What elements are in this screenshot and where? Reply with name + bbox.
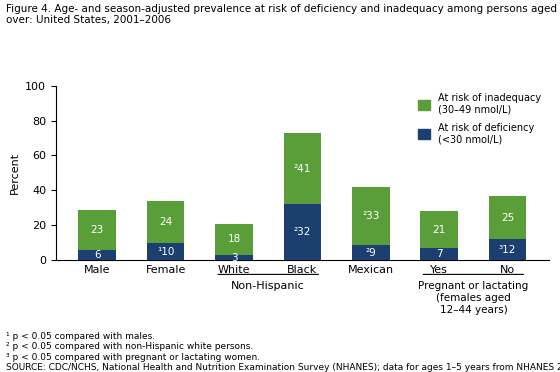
Bar (78, 250, 116, 260)
Text: ²41: ²41 (293, 164, 311, 174)
Bar (78, 210, 116, 250)
Text: ¹ p < 0.05 compared with males.
² p < 0.05 compared with non-Hispanic white pers: ¹ p < 0.05 compared with males. ² p < 0.… (6, 332, 560, 372)
Bar (489, 196, 526, 240)
Text: Pregnant or lactating
(females aged
12–44 years): Pregnant or lactating (females aged 12–4… (418, 281, 529, 315)
Text: 3: 3 (231, 253, 237, 263)
Text: 25: 25 (501, 212, 514, 222)
Bar (283, 133, 321, 205)
Bar (147, 201, 184, 243)
Text: 21: 21 (432, 225, 446, 235)
Text: ¹10: ¹10 (157, 247, 174, 257)
Legend: At risk of inadequacy
(30–49 nmol/L), At risk of deficiency
(<30 nmol/L): At risk of inadequacy (30–49 nmol/L), At… (416, 90, 544, 147)
Bar (421, 248, 458, 260)
Bar (489, 240, 526, 260)
Text: Non-Hispanic: Non-Hispanic (231, 281, 305, 291)
Text: 6: 6 (94, 250, 101, 260)
Bar (352, 245, 390, 260)
Text: 18: 18 (227, 234, 241, 244)
Text: ²9: ²9 (366, 247, 376, 257)
Bar (147, 243, 184, 260)
Text: ³12: ³12 (499, 245, 516, 255)
Bar (283, 205, 321, 260)
Text: ²33: ²33 (362, 211, 380, 221)
Text: Figure 4. Age- and season-adjusted prevalence at risk of deficiency and inadequa: Figure 4. Age- and season-adjusted preva… (6, 4, 560, 25)
Bar (215, 255, 253, 260)
Y-axis label: Percent: Percent (10, 152, 20, 194)
Text: ²32: ²32 (293, 227, 311, 237)
Bar (215, 224, 253, 255)
Text: 7: 7 (436, 249, 442, 259)
Bar (352, 187, 390, 245)
Bar (421, 211, 458, 248)
Text: 23: 23 (91, 225, 104, 235)
Text: 24: 24 (159, 217, 172, 227)
